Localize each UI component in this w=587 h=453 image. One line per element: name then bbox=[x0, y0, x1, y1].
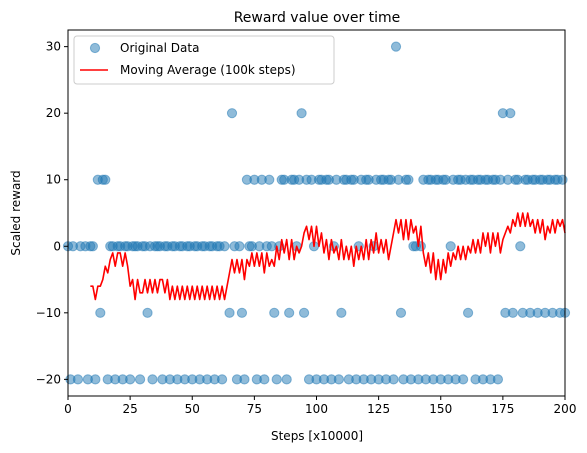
y-tick-label: 10 bbox=[46, 173, 61, 187]
plot-area bbox=[62, 41, 571, 385]
x-axis-label: Steps [x10000] bbox=[271, 429, 363, 443]
scatter-point bbox=[395, 307, 407, 318]
legend-label-moving-average: Moving Average (100k steps) bbox=[120, 63, 296, 77]
scatter-point bbox=[557, 174, 568, 185]
scatter-point bbox=[298, 307, 310, 318]
x-tick-label: 125 bbox=[367, 402, 390, 416]
scatter-point bbox=[219, 241, 230, 252]
legend-box bbox=[73, 35, 335, 85]
scatter-point bbox=[296, 108, 307, 119]
scatter-point bbox=[271, 374, 282, 385]
scatter-point bbox=[458, 374, 469, 385]
scatter-point bbox=[259, 374, 270, 385]
x-tick-label: 150 bbox=[429, 402, 452, 416]
scatter-point bbox=[445, 241, 456, 252]
scatter-point bbox=[336, 307, 347, 318]
scatter-point bbox=[284, 307, 295, 318]
scatter-point bbox=[134, 374, 146, 385]
scatter-point bbox=[239, 374, 250, 385]
x-tick-label: 175 bbox=[491, 402, 514, 416]
scatter-point bbox=[72, 374, 84, 385]
legend-marker-scatter bbox=[89, 42, 101, 54]
scatter-point bbox=[403, 174, 414, 185]
scatter-point bbox=[87, 241, 98, 252]
scatter-point bbox=[507, 307, 518, 318]
scatter-point bbox=[224, 307, 235, 318]
scatter-point bbox=[234, 241, 245, 252]
scatter-point bbox=[390, 41, 402, 52]
x-tick-label: 25 bbox=[122, 402, 137, 416]
scatter-point bbox=[333, 374, 344, 385]
scatter-point bbox=[388, 374, 399, 385]
y-axis: −20 −10 0 10 20 30 bbox=[36, 40, 68, 386]
y-tick-label: 30 bbox=[46, 40, 61, 54]
scatter-point bbox=[492, 374, 504, 385]
scatter-point bbox=[216, 374, 228, 385]
y-tick-label: −10 bbox=[36, 306, 61, 320]
y-axis-label: Scaled reward bbox=[9, 170, 23, 255]
legend: Original Data Moving Average (100k steps… bbox=[73, 35, 335, 85]
x-tick-label: 0 bbox=[64, 402, 72, 416]
y-tick-label: 20 bbox=[46, 106, 61, 120]
scatter-point bbox=[125, 374, 136, 385]
scatter-point bbox=[505, 108, 516, 119]
scatter-point bbox=[90, 374, 101, 385]
scatter-point bbox=[95, 307, 106, 318]
y-tick-label: −20 bbox=[36, 372, 61, 386]
x-tick-label: 75 bbox=[247, 402, 262, 416]
scatter-point bbox=[236, 307, 248, 318]
scatter-point bbox=[281, 374, 292, 385]
scatter-point bbox=[264, 174, 275, 185]
scatter-point bbox=[462, 307, 474, 318]
scatter-point bbox=[269, 307, 280, 318]
x-tick-label: 100 bbox=[305, 402, 328, 416]
scatter-point bbox=[142, 307, 153, 318]
chart-title: Reward value over time bbox=[234, 10, 401, 26]
x-tick-label: 50 bbox=[185, 402, 200, 416]
x-tick-label: 200 bbox=[554, 402, 577, 416]
legend-label-original-data: Original Data bbox=[120, 41, 199, 55]
x-axis: 0 25 50 75 100 125 150 175 200 bbox=[64, 396, 576, 416]
scatter-point bbox=[226, 108, 238, 119]
y-tick-label: 0 bbox=[53, 239, 61, 253]
moving-average-line bbox=[90, 212, 566, 301]
scatter-point bbox=[147, 374, 158, 385]
scatter-point bbox=[100, 174, 111, 185]
scatter-point bbox=[515, 241, 526, 252]
